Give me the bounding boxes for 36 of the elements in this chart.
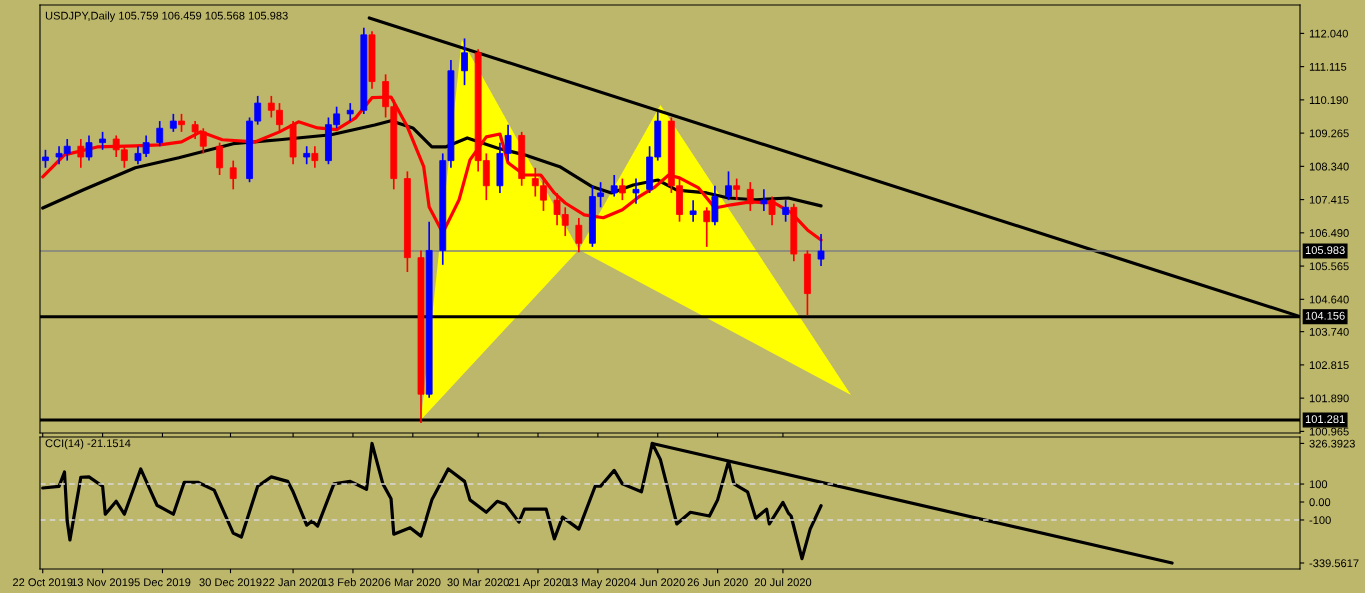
- ref-line-label: 104.156: [1305, 311, 1345, 320]
- y-tick-label: 112.040: [1309, 29, 1348, 38]
- y-tick-label: 0.00: [1309, 498, 1331, 507]
- y-tick-label: 101.890: [1309, 394, 1349, 403]
- x-tick-label: 30 Mar 2020: [447, 578, 509, 587]
- y-tick-label: 106.490: [1309, 229, 1349, 237]
- x-tick-label: 5 Dec 2019: [134, 578, 191, 587]
- x-tick-label: 22 Oct 2019: [13, 578, 73, 587]
- y-tick-label: 102.815: [1309, 361, 1349, 370]
- y-tick-label: 103.740: [1309, 327, 1349, 336]
- text: USDJPY,Daily 105.759 106.459 105.568 105.983: [45, 11, 288, 22]
- y-tick-label: -100: [1309, 516, 1331, 525]
- y-tick-label: 100.965: [1309, 427, 1349, 436]
- x-tick-label: 21 Apr 2020: [508, 578, 568, 589]
- y-tick-label: 108.340: [1309, 162, 1349, 171]
- y-tick-label: 100: [1309, 480, 1328, 489]
- y-tick-label: 110.190: [1309, 96, 1348, 105]
- x-tick-label: 13 Feb 2020: [322, 578, 384, 587]
- y-tick-label: -339.5617: [1309, 559, 1359, 568]
- y-tick-label: 105.565: [1309, 262, 1349, 271]
- x-tick-label: 22 Jan 2020: [263, 578, 324, 587]
- y-tick-label: 107.415: [1309, 195, 1349, 204]
- chart-title: CCI(14) -21.1514: [45, 438, 131, 450]
- y-tick-label: 111.115: [1309, 63, 1347, 71]
- x-tick-label: 13 Nov 2019: [71, 578, 134, 587]
- x-tick-label: 20 Jul 2020: [754, 578, 812, 587]
- x-tick-label: 26 Jun 2020: [687, 578, 748, 587]
- x-tick-label: 6 Mar 2020: [385, 578, 441, 587]
- x-tick-label: 4 Jun 2020: [630, 578, 685, 587]
- ref-line-label: 101.281: [1305, 415, 1345, 424]
- y-tick-label: 104.640: [1309, 295, 1349, 304]
- y-tick-label: 109.265: [1309, 129, 1349, 138]
- ref-line-label: 105.983: [1305, 246, 1345, 255]
- x-tick-label: 30 Dec 2019: [199, 578, 262, 587]
- x-tick-label: 13 May 2020: [566, 578, 630, 589]
- y-tick-label: 326.3923: [1309, 439, 1355, 448]
